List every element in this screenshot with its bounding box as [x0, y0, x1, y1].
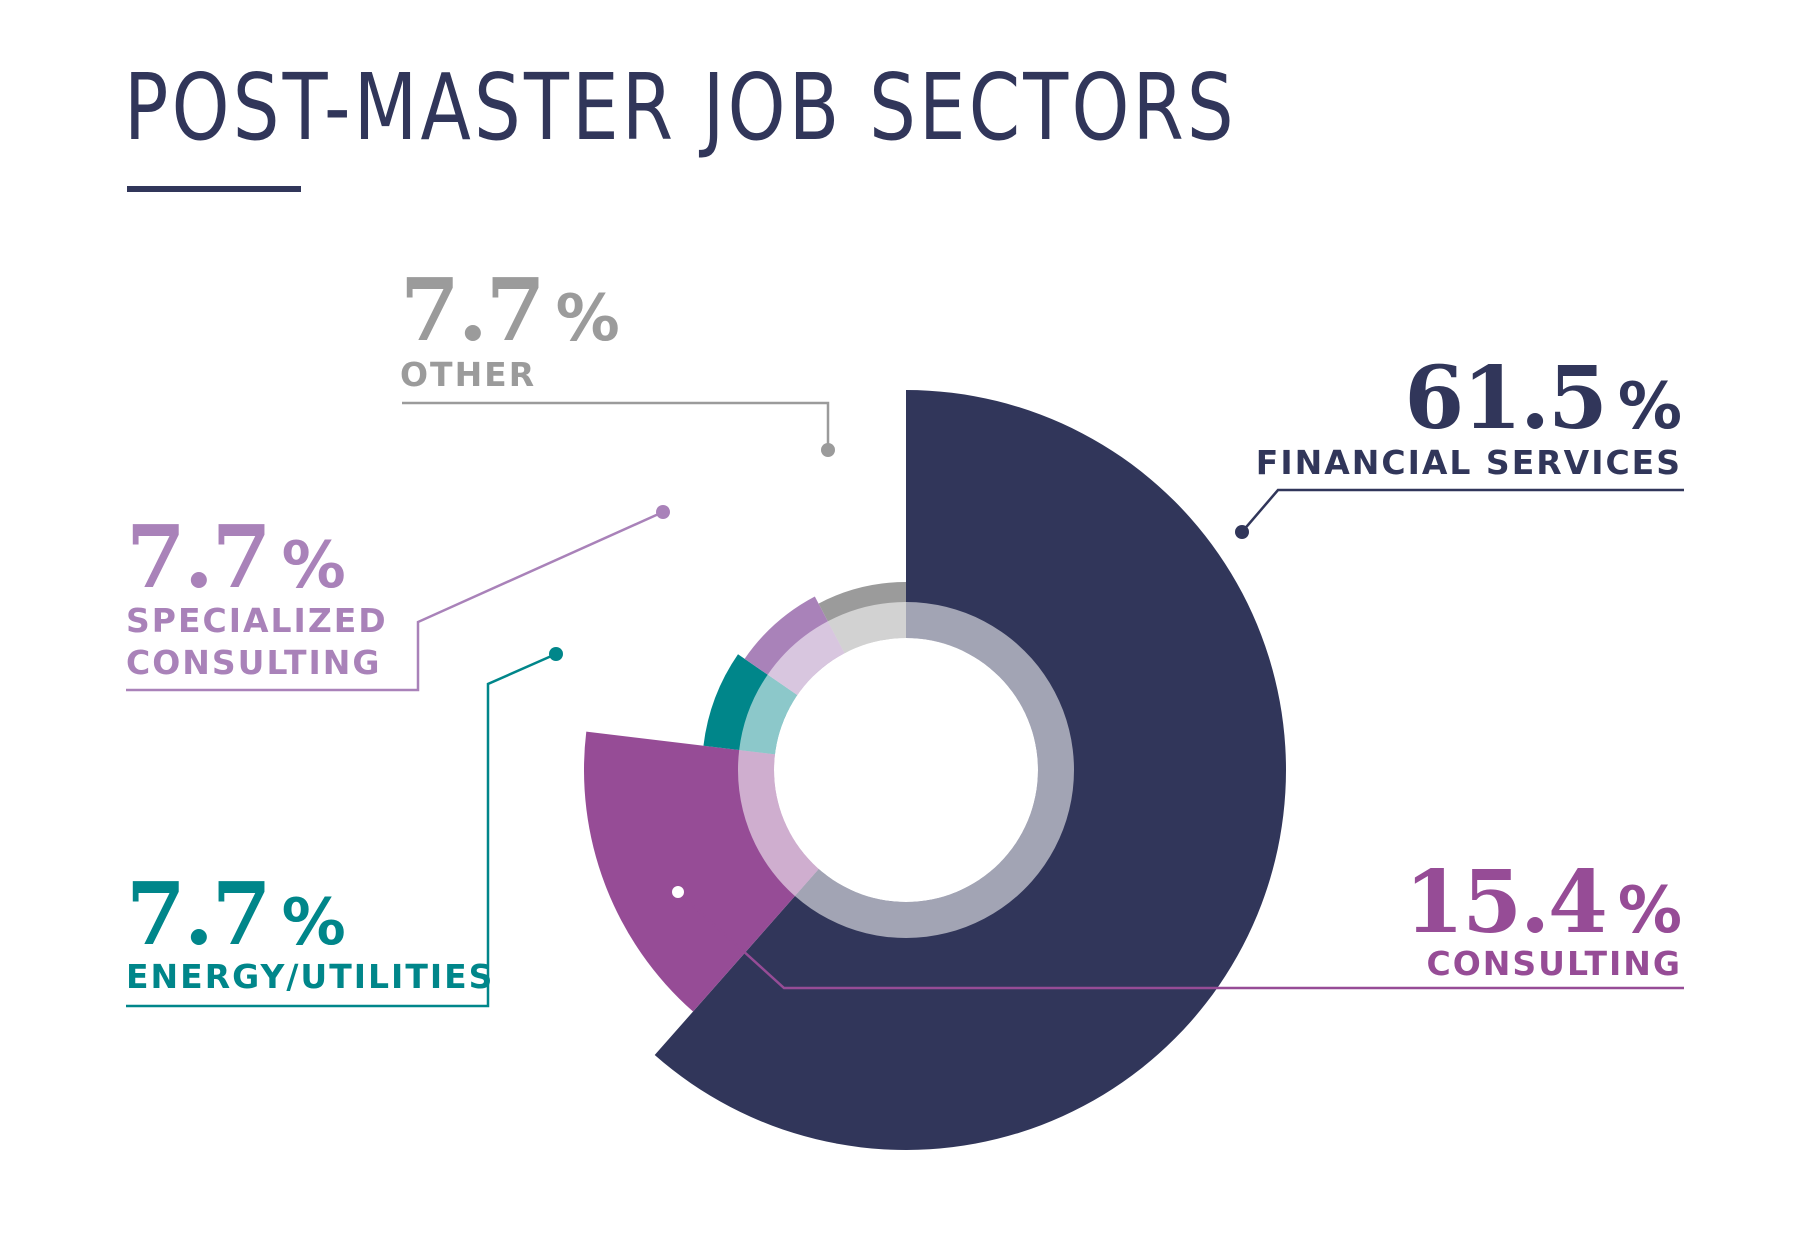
category-label-consulting: CONSULTING	[1426, 944, 1682, 983]
percent-sign-other: %	[556, 282, 620, 356]
category-label-specialized-consulting: SPECIALIZED CONSULTING	[126, 601, 388, 682]
value-other: 7.7	[400, 260, 544, 361]
ring-segment-specialized-consulting	[767, 621, 845, 696]
percent-sign-specialized-consulting: %	[282, 529, 346, 603]
leader-dot-consulting	[670, 884, 686, 900]
leader-dot-specialized-consulting	[656, 505, 670, 519]
ring-segment-financial-services	[794, 602, 1075, 939]
callout-other: 7.7 %OTHER	[400, 260, 835, 457]
percent-sign-financial-services: %	[1618, 370, 1682, 444]
data-label-specialized-consulting: 7.7%	[126, 507, 346, 608]
callout-consulting: 15.4 %CONSULTING	[670, 852, 1684, 990]
data-label-energy-utilities: 7.7%	[126, 864, 346, 965]
leader-line-consulting	[677, 891, 1684, 990]
inner-ring-group	[738, 602, 1075, 939]
donut-hole	[774, 638, 1038, 902]
leader-dot-energy-utilities	[549, 647, 563, 661]
value-financial-services: 61.5	[1404, 348, 1605, 449]
value-energy-utilities: 7.7	[126, 864, 270, 965]
chart-title: POST-MASTER JOB SECTORS	[124, 54, 1237, 161]
ring-segment-consulting	[738, 749, 819, 897]
leader-dot-financial-services	[1235, 525, 1249, 539]
percent-sign-consulting: %	[1618, 874, 1682, 948]
title-underline	[127, 186, 301, 192]
category-label-energy-utilities: ENERGY/UTILITIES	[126, 957, 494, 996]
data-label-other: 7.7%	[400, 260, 620, 361]
ring-segment-other	[827, 602, 906, 654]
data-label-financial-services: 61.5%	[1404, 348, 1682, 449]
callout-financial-services: 61.5 %FINANCIAL SERVICES	[1235, 348, 1684, 539]
category-label-other: OTHER	[400, 355, 536, 394]
callout-energy-utilities: 7.7 %ENERGY/UTILITIES	[126, 647, 563, 1008]
percent-sign-energy-utilities: %	[282, 886, 346, 960]
category-label-financial-services: FINANCIAL SERVICES	[1256, 443, 1682, 482]
ring-segment-energy-utilities	[739, 674, 798, 755]
value-specialized-consulting: 7.7	[126, 507, 270, 608]
leader-line-energy-utilities	[126, 652, 557, 1008]
leader-dot-other	[821, 443, 835, 457]
data-label-consulting: 15.4%	[1404, 852, 1682, 953]
leader-line-specialized-consulting	[126, 510, 664, 692]
callout-specialized-consulting: 7.7 %SPECIALIZED CONSULTING	[126, 505, 670, 692]
leader-line-financial-services	[1241, 488, 1684, 533]
leader-line-other	[402, 401, 830, 450]
value-consulting: 15.4	[1404, 852, 1605, 953]
